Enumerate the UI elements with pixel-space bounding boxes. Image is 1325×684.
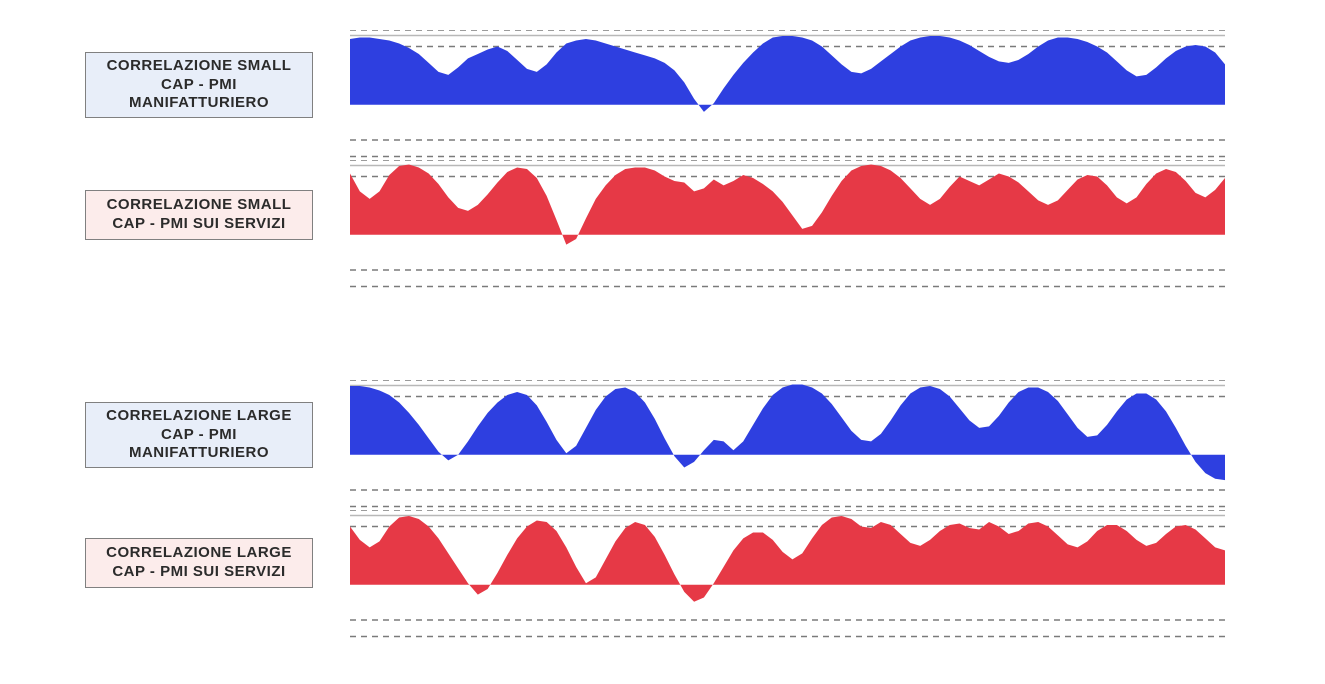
- area-series: [350, 36, 1225, 112]
- area-series: [350, 516, 1225, 602]
- chart-small-cap-manifatturiero: [350, 30, 1225, 162]
- chart-small-cap-servizi: [350, 160, 1225, 292]
- label-large-cap-manifatturiero: CORRELAZIONE LARGE CAP - PMI MANIFATTURI…: [85, 402, 313, 468]
- label-small-cap-servizi: CORRELAZIONE SMALL CAP - PMI SUI SERVIZI: [85, 190, 313, 240]
- area-series: [350, 384, 1225, 480]
- chart-large-cap-manifatturiero: [350, 380, 1225, 512]
- chart-large-cap-servizi: [350, 510, 1225, 642]
- area-series: [350, 164, 1225, 244]
- chart-row-large-cap-manifatturiero: CORRELAZIONE LARGE CAP - PMI MANIFATTURI…: [0, 380, 1325, 520]
- chart-row-small-cap-servizi: CORRELAZIONE SMALL CAP - PMI SUI SERVIZI: [0, 160, 1325, 300]
- label-small-cap-manifatturiero: CORRELAZIONE SMALL CAP - PMI MANIFATTURI…: [85, 52, 313, 118]
- chart-row-small-cap-manifatturiero: CORRELAZIONE SMALL CAP - PMI MANIFATTURI…: [0, 30, 1325, 170]
- chart-row-large-cap-servizi: CORRELAZIONE LARGE CAP - PMI SUI SERVIZI: [0, 510, 1325, 650]
- label-large-cap-servizi: CORRELAZIONE LARGE CAP - PMI SUI SERVIZI: [85, 538, 313, 588]
